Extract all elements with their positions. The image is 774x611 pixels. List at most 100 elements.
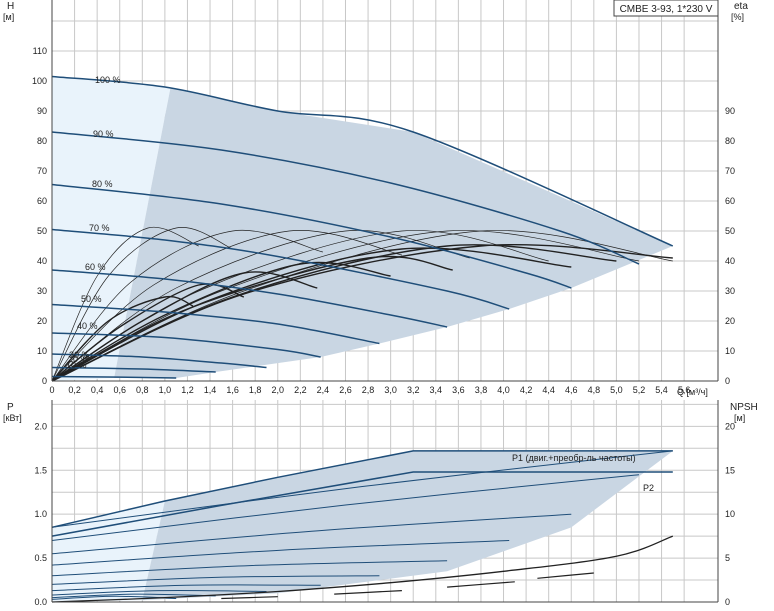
y-tick-label-left: 110 <box>33 46 47 56</box>
power-speed-curve <box>51 575 380 585</box>
power-speed-curve <box>51 593 216 599</box>
speed-label-10: 10 % <box>66 360 87 370</box>
y-tick-label-right: 10 <box>725 346 735 356</box>
x-tick-label: 4,6 <box>565 385 578 395</box>
speed-label-70: 70 % <box>89 223 110 233</box>
y-left-unit-p: [кВт] <box>3 413 22 423</box>
y-tick-label-right: 70 <box>725 166 735 176</box>
x-tick-label: 3,8 <box>475 385 488 395</box>
x-axis-label: Q [м³/ч] <box>677 387 708 397</box>
efficiency-curve <box>51 243 673 382</box>
power-operating-region <box>52 450 673 602</box>
p-tick-label: 1.5 <box>34 465 47 475</box>
speed-curve <box>51 75 674 247</box>
y-tick-label-left: 50 <box>37 226 47 236</box>
p-tick-label: 2.0 <box>34 421 47 431</box>
chart-title: CMBE 3-93, 1*230 V <box>620 4 713 15</box>
speed-label-30: 30 % <box>69 350 90 360</box>
x-tick-label: 0,4 <box>91 385 104 395</box>
speed-curve <box>51 366 216 373</box>
speed-curve <box>51 353 267 369</box>
x-tick-label: 5,6 <box>678 385 691 395</box>
efficiency-curve <box>51 227 233 382</box>
y-left-label-p: P <box>7 402 14 413</box>
speed-curve <box>51 183 572 289</box>
power-curves <box>51 450 674 603</box>
x-tick-label: 2,6 <box>339 385 352 395</box>
power-speed-curve <box>51 474 640 541</box>
p-tick-label: 0.0 <box>34 597 47 607</box>
power-region-dark <box>142 450 673 601</box>
power-region-light <box>52 501 165 602</box>
y-left-unit-h: [м] <box>3 12 14 22</box>
npsh-curve <box>221 596 278 600</box>
y-right-label-eta: eta <box>734 1 748 12</box>
speed-label-40: 40 % <box>77 321 98 331</box>
x-tick-label: 2,8 <box>362 385 375 395</box>
efficiency-curve <box>51 226 199 382</box>
efficiency-curve <box>51 261 391 382</box>
speed-label-20: 20 % <box>68 354 89 364</box>
y-right-label-npsh: NPSH <box>730 402 758 413</box>
speed-curve <box>51 228 510 310</box>
x-tick-label: 0,8 <box>136 385 149 395</box>
y-tick-label-left: 30 <box>37 286 47 296</box>
y-tick-label-right: 0 <box>725 376 730 386</box>
speed-curve <box>51 303 380 345</box>
speed-curve <box>51 332 321 358</box>
power-speed-curve <box>51 450 673 528</box>
y-tick-label-left: 0 <box>42 376 47 386</box>
p-tick-label: 0.5 <box>34 553 47 563</box>
y-tick-label-right: 60 <box>725 196 735 206</box>
speed-label-90: 90 % <box>93 129 114 139</box>
x-tick-label: 3,0 <box>384 385 397 395</box>
npsh-curve <box>447 581 515 588</box>
x-tick-label: 0,6 <box>113 385 126 395</box>
y-tick-label-left: 60 <box>37 196 47 206</box>
y-tick-label-left: 80 <box>37 136 47 146</box>
y-tick-label-left: 70 <box>37 166 47 176</box>
x-tick-label: 1,0 <box>159 385 172 395</box>
x-tick-label: 1,2 <box>181 385 194 395</box>
y-tick-label-right: 80 <box>725 136 735 146</box>
p1-curve <box>51 450 673 529</box>
y-tick-label-right: 40 <box>725 256 735 266</box>
power-speed-curve <box>51 584 321 592</box>
x-tick-label: 0,2 <box>68 385 81 395</box>
y-tick-label-right: 30 <box>725 286 735 296</box>
region-dark <box>114 87 673 378</box>
y-tick-label-right: 20 <box>725 316 735 326</box>
p2-curve <box>51 471 673 537</box>
npsh-curve <box>334 590 402 595</box>
speed-label-100: 100 % <box>95 75 121 85</box>
series-label-p2: P2 <box>643 483 654 493</box>
x-tick-label: 2,4 <box>317 385 330 395</box>
series-label-p1: P1 (двиг.+преобр-ль частоты) <box>512 453 636 463</box>
x-tick-label: 2,0 <box>272 385 285 395</box>
speed-label-60: 60 % <box>85 262 106 272</box>
speed-label-50: 50 % <box>81 294 102 304</box>
p-tick-label: 1.0 <box>34 509 47 519</box>
speed-curve <box>51 269 448 328</box>
x-tick-label: 5,4 <box>655 385 668 395</box>
y-tick-label-left: 90 <box>37 106 47 116</box>
y-right-unit-npsh: [м] <box>734 413 745 423</box>
speed-label-80: 80 % <box>92 179 113 189</box>
power-speed-curve <box>51 589 267 596</box>
y-left-label-h: H <box>7 1 14 12</box>
npsh-tick-label: 10 <box>725 509 735 519</box>
x-tick-label: 5,0 <box>610 385 623 395</box>
npsh-tick-label: 5 <box>725 553 730 563</box>
x-tick-label: 4,4 <box>542 385 555 395</box>
npsh-tick-label: 20 <box>725 421 735 431</box>
y-right-unit-eta: [%] <box>731 12 744 22</box>
npsh-tick-label: 0 <box>725 597 730 607</box>
x-tick-label: 1,6 <box>226 385 239 395</box>
efficiency-curve <box>51 247 572 382</box>
x-tick-label: 0 <box>49 385 54 395</box>
title-box <box>613 0 719 17</box>
power-speed-curve <box>51 540 510 566</box>
operating-region <box>52 76 673 381</box>
